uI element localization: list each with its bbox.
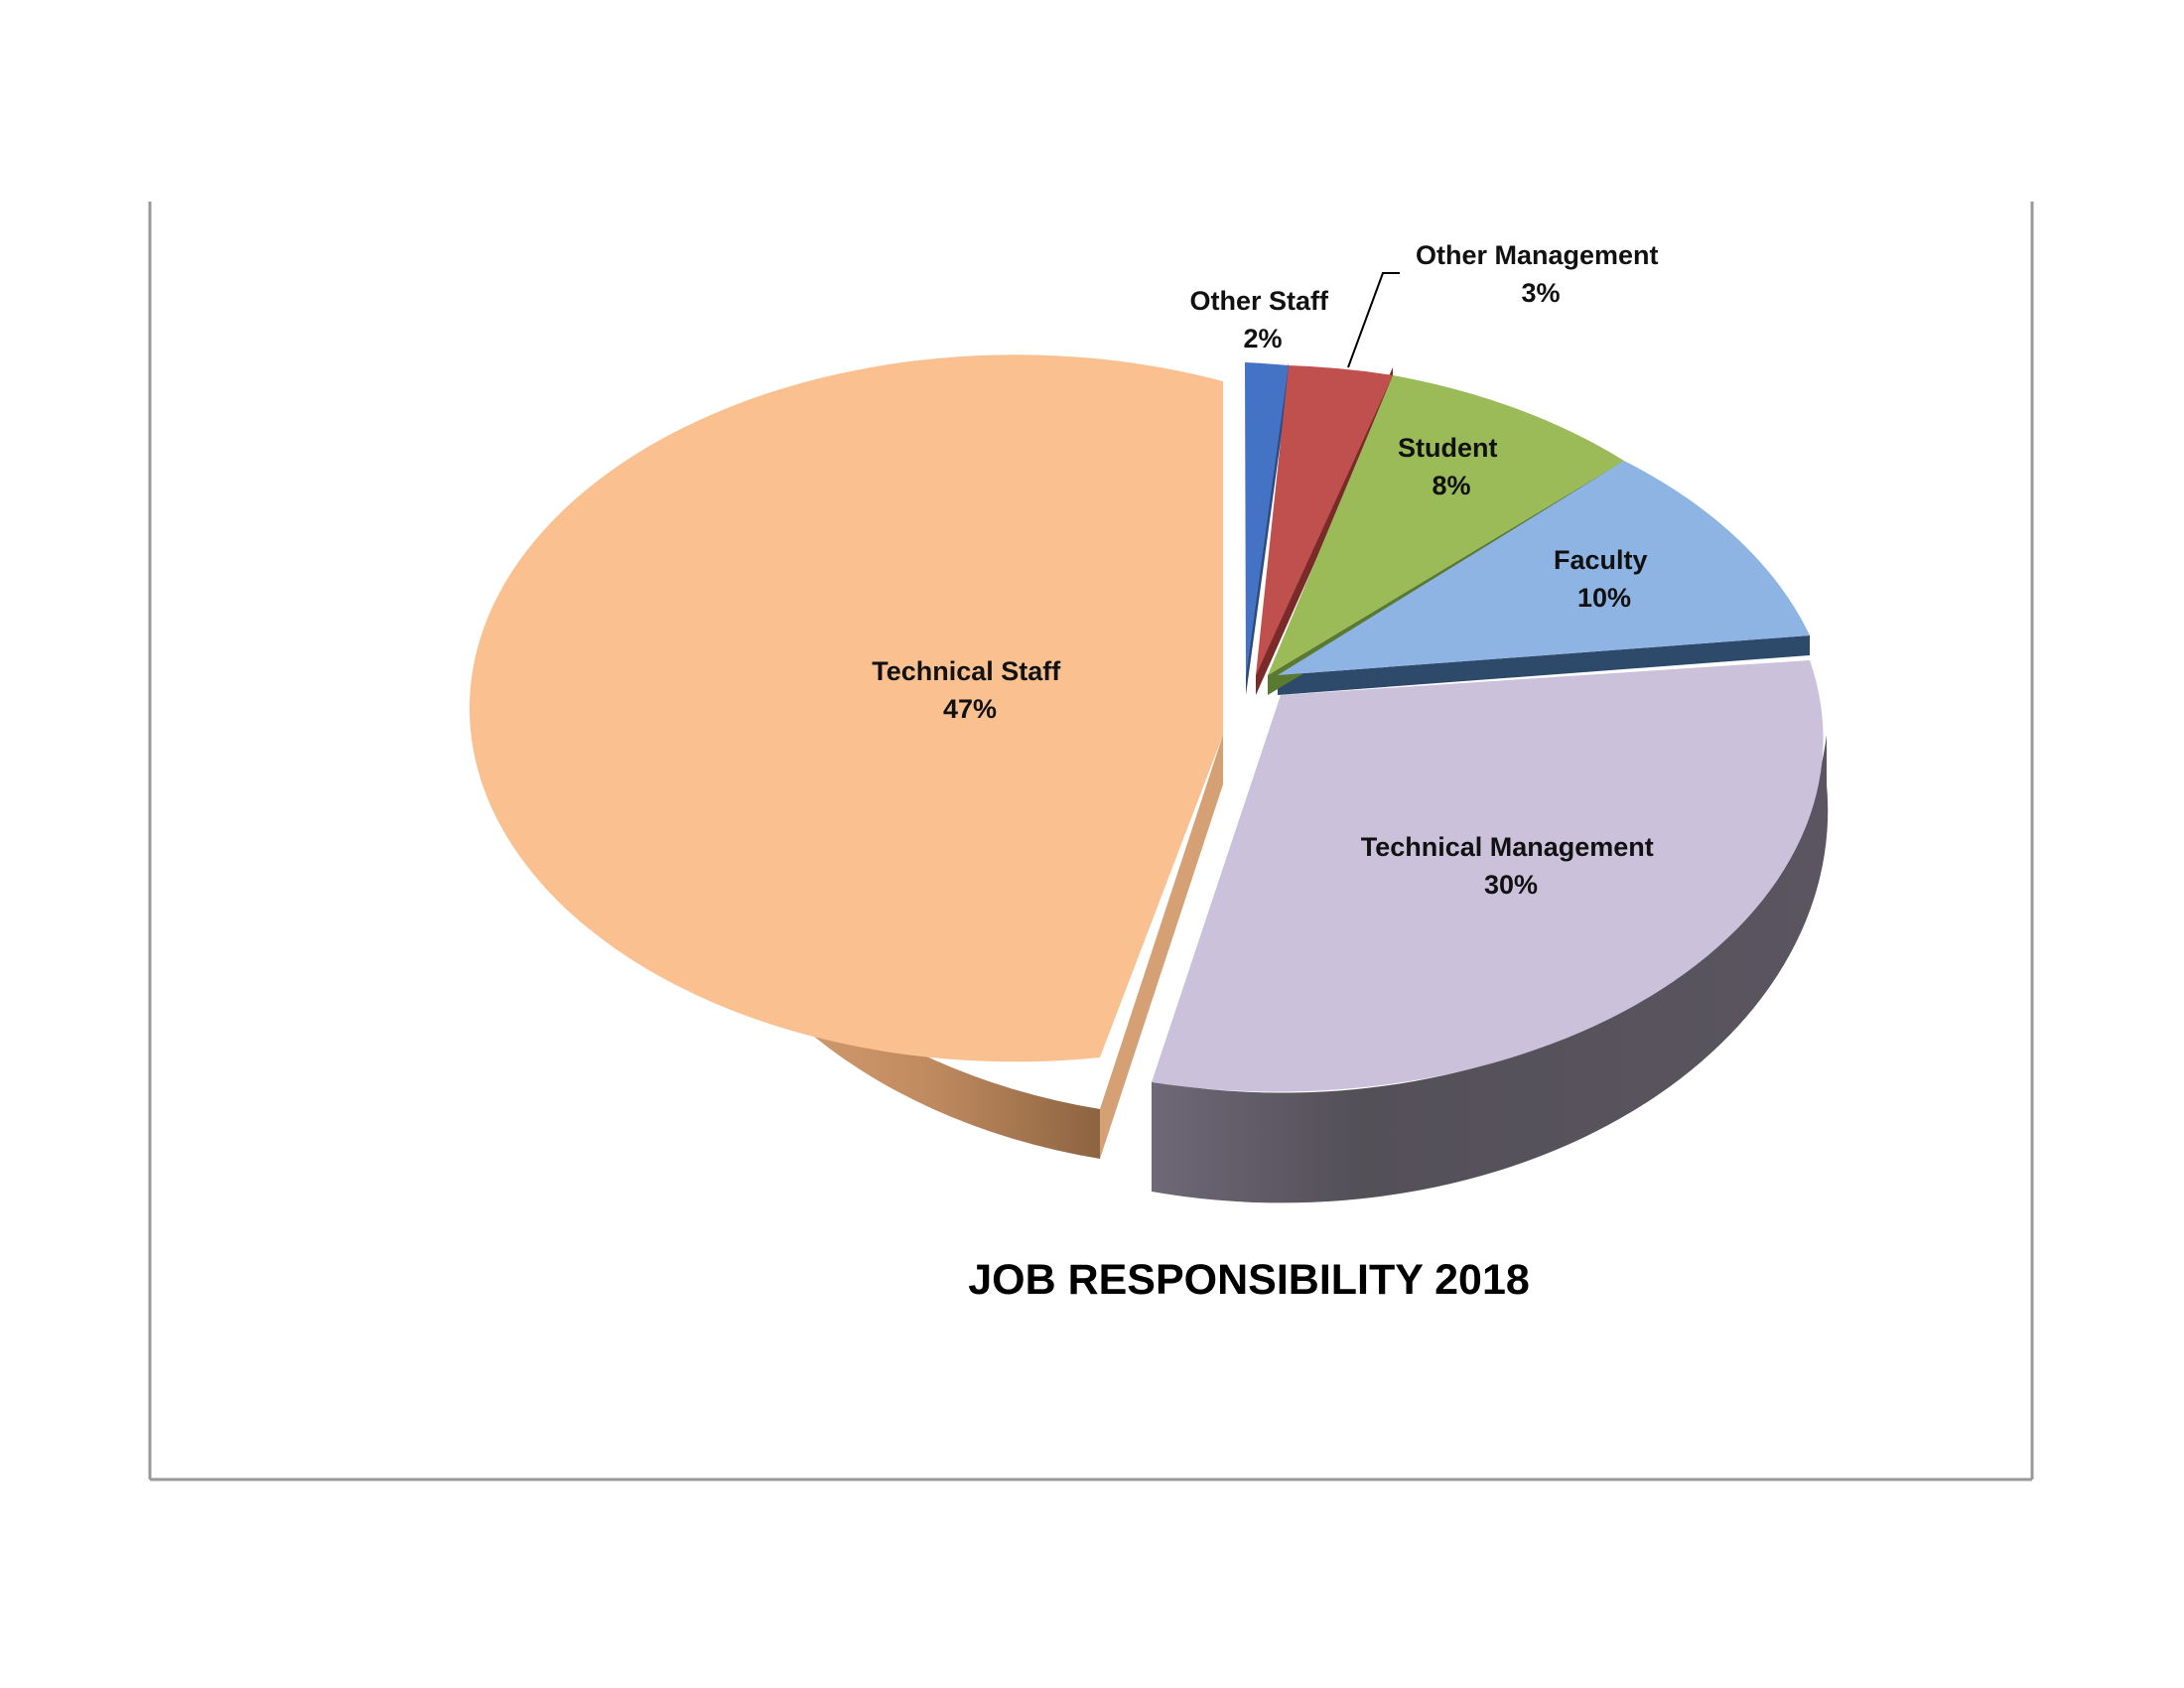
label-technical-management: Technical Management 30% <box>1361 832 1662 900</box>
slice-faculty <box>1278 461 1810 675</box>
label-other-management: Other Management 3% <box>1416 240 1666 308</box>
leader-line-other-management <box>1347 272 1400 368</box>
slice-technical-staff <box>469 354 1223 1062</box>
label-technical-staff: Technical Staff 47% <box>872 656 1068 724</box>
slice-side-technical-staff-cut <box>1100 735 1223 1159</box>
slice-side-faculty <box>1278 635 1810 695</box>
label-other-staff: Other Staff 2% <box>1189 286 1335 353</box>
slice-student <box>1268 375 1624 675</box>
slice-technical-management <box>1152 660 1824 1092</box>
chart-title: JOB RESPONSIBILITY 2018 <box>968 1256 1530 1304</box>
label-faculty: Faculty 10% <box>1554 545 1655 613</box>
label-student: Student 8% <box>1398 433 1505 500</box>
slice-side-technical-management <box>1152 735 1829 1203</box>
slice-other-staff <box>1245 362 1289 675</box>
slice-other-management <box>1256 365 1393 675</box>
slice-side-other-staff <box>1246 362 1289 695</box>
